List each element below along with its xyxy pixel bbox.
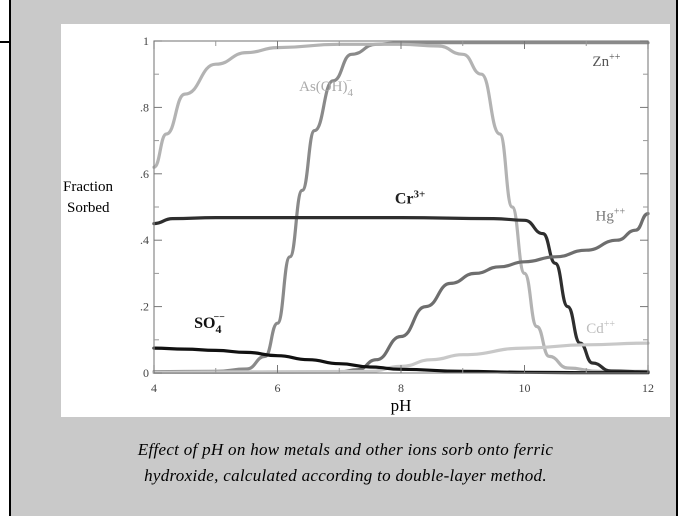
plot-card: 4 6 8 10 12 0 .2 .4 .6 .8 1 Zn++ As(OH)4− Cr3+ Hg++ Cd…	[61, 24, 670, 417]
series-label-hg: Hg++	[596, 206, 626, 224]
x-tick-label: 8	[398, 381, 404, 395]
y-axis-label-line1: Fraction	[63, 179, 113, 195]
series-label-as-oh-4: As(OH)4−	[299, 76, 353, 99]
y-axis-label-line2: Sorbed	[67, 200, 110, 216]
x-tick-label: 4	[151, 381, 157, 395]
y-tick-label: .8	[140, 100, 149, 114]
figure-frame: 4 6 8 10 12 0 .2 .4 .6 .8 1 Zn++ As(OH)4− Cr3+ Hg++ Cd…	[9, 0, 678, 516]
y-tick-label: 0	[143, 366, 149, 380]
y-tick-label: .2	[140, 300, 149, 314]
caption-line-1: Effect of pH on how metals and other ion…	[137, 440, 554, 459]
series-label-cd: Cd++	[586, 319, 615, 337]
series-line-as-oh-4	[152, 42, 650, 373]
sorption-chart: 4 6 8 10 12 0 .2 .4 .6 .8 1 Zn++ As(OH)4− Cr3+ Hg++ Cd…	[63, 34, 654, 415]
x-tick-label: 6	[275, 381, 281, 395]
y-tick-label: 1	[143, 34, 149, 48]
series-label-cr3: Cr3+	[395, 189, 425, 208]
x-axis-label: pH	[391, 396, 412, 415]
series-line-hg	[152, 212, 650, 374]
y-tick-label: .6	[140, 167, 149, 181]
x-tick-label: 10	[519, 381, 531, 395]
y-tick-label: .4	[140, 233, 149, 247]
series-label-zn: Zn++	[592, 52, 620, 70]
series-line-cr3	[152, 215, 650, 374]
series-label-so4: SO4−−	[194, 312, 225, 336]
caption-line-2: hydroxide, calculated according to doubl…	[144, 466, 547, 485]
x-tick-label: 12	[642, 381, 654, 395]
series-line-cd	[152, 341, 650, 374]
